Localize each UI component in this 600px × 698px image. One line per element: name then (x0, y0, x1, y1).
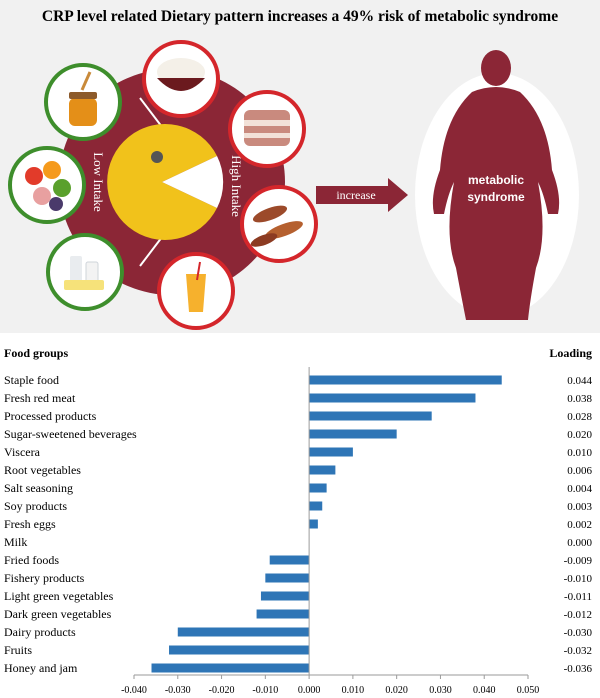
high-intake-label: High Intake (229, 155, 244, 217)
bar (309, 411, 432, 421)
low-intake-label: Low Intake (91, 152, 106, 212)
pacman-eye (151, 151, 163, 163)
category-label: Light green vegetables (4, 589, 114, 603)
bar (309, 393, 476, 403)
juice-glass-icon (157, 252, 235, 330)
value-label: 0.020 (567, 429, 592, 441)
loading-chart: Food groups Loading Staple food 0.044 Fresh … (0, 333, 600, 696)
value-label: 0.003 (567, 501, 592, 513)
category-label: Processed products (4, 409, 97, 423)
category-label: Dairy products (4, 625, 76, 639)
category-label: Dark green vegetables (4, 607, 112, 621)
bar (309, 501, 323, 511)
bar (309, 519, 318, 529)
value-label: -0.036 (564, 663, 593, 675)
bar (269, 555, 310, 565)
value-label: 0.028 (567, 411, 592, 423)
value-label: 0.000 (567, 537, 592, 549)
bar (177, 627, 310, 637)
x-tick-label: -0.040 (121, 685, 147, 693)
category-label: Sugar-sweetened beverages (4, 427, 137, 441)
infographic-panel: CRP level related Dietary pattern increa… (0, 0, 600, 333)
x-tick-label: -0.030 (165, 685, 191, 693)
rice-bowl-icon (142, 40, 220, 118)
pacman-icon (107, 123, 217, 240)
bar (265, 573, 310, 583)
x-tick-label: 0.010 (342, 685, 365, 693)
category-label: Fresh red meat (4, 391, 76, 405)
category-label: Milk (4, 535, 27, 549)
x-tick-label: -0.010 (252, 685, 278, 693)
honey-jar-icon (44, 63, 122, 141)
category-header: Food groups (4, 346, 68, 360)
x-tick-label: 0.000 (298, 685, 321, 693)
pork-belly-icon (228, 90, 306, 168)
bar (309, 447, 353, 457)
category-label: Salt seasoning (4, 481, 73, 495)
bar (169, 645, 310, 655)
bar (309, 375, 502, 385)
x-tick-label: -0.020 (209, 685, 235, 693)
dairy-icon (46, 233, 124, 311)
value-label: 0.044 (567, 375, 592, 387)
x-tick-label: 0.050 (517, 685, 540, 693)
bar (260, 591, 310, 601)
infographic-graphic: Low Intake High Intake (8, 40, 579, 330)
body-silhouette-icon (432, 50, 560, 320)
x-tick-label: 0.020 (385, 685, 408, 693)
category-label: Viscera (4, 445, 41, 459)
outcome-label-line2: syndrome (467, 190, 525, 204)
category-label: Root vegetables (4, 463, 81, 477)
value-label: -0.010 (564, 573, 593, 585)
value-label: 0.004 (567, 483, 592, 495)
value-header: Loading (549, 346, 592, 360)
loading-bar-chart: Food groups Loading Staple food 0.044 Fresh … (4, 346, 593, 696)
sausage-icon (240, 185, 318, 263)
bar (309, 429, 397, 439)
x-tick-label: 0.040 (473, 685, 496, 693)
infographic-title: CRP level related Dietary pattern increa… (41, 8, 559, 25)
value-label: -0.030 (564, 627, 593, 639)
category-label: Honey and jam (4, 661, 78, 675)
value-label: 0.038 (567, 393, 592, 405)
bar (151, 663, 310, 673)
category-label: Staple food (4, 373, 59, 387)
fruits-icon (8, 146, 86, 224)
pacman-mouth (162, 156, 224, 208)
increase-label: increase (336, 188, 375, 202)
outcome-label-line1: metabolic (468, 173, 524, 187)
value-label: 0.010 (567, 447, 592, 459)
value-label: -0.012 (564, 609, 592, 621)
category-label: Fried foods (4, 553, 59, 567)
value-label: -0.032 (564, 645, 592, 657)
category-label: Soy products (4, 499, 67, 513)
bar (309, 483, 327, 493)
increase-arrow-icon (316, 178, 408, 212)
bar (309, 465, 336, 475)
x-tick-label: 0.030 (429, 685, 452, 693)
category-label: Fruits (4, 643, 32, 657)
category-label: Fishery products (4, 571, 85, 585)
value-label: -0.011 (564, 591, 592, 603)
category-label: Fresh eggs (4, 517, 56, 531)
value-label: 0.002 (567, 519, 592, 531)
bar (256, 609, 310, 619)
value-label: -0.009 (564, 555, 593, 567)
value-label: 0.006 (567, 465, 592, 477)
